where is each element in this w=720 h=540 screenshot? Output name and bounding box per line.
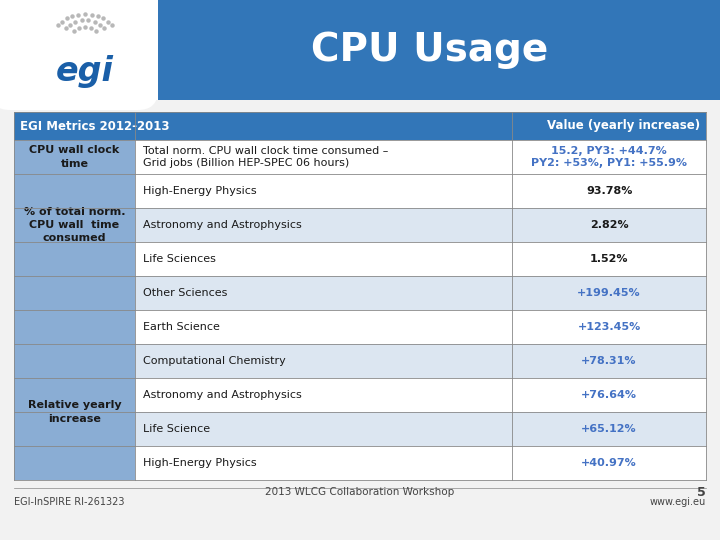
Bar: [14, 446, 706, 480]
Bar: [14, 378, 706, 412]
Bar: [14, 174, 135, 276]
Text: Value (yearly increase): Value (yearly increase): [547, 119, 700, 132]
Text: +78.31%: +78.31%: [581, 356, 637, 366]
Text: +199.45%: +199.45%: [577, 288, 641, 298]
Text: High-Energy Physics: High-Energy Physics: [143, 186, 257, 196]
Bar: [14, 242, 706, 276]
Text: 5: 5: [697, 485, 706, 498]
Text: +123.45%: +123.45%: [577, 322, 641, 332]
Text: 2013 WLCG Collaboration Workshop: 2013 WLCG Collaboration Workshop: [266, 487, 454, 497]
Text: www.egi.eu: www.egi.eu: [649, 497, 706, 507]
Text: Computational Chemistry: Computational Chemistry: [143, 356, 286, 366]
Text: % of total norm.
CPU wall  time
consumed: % of total norm. CPU wall time consumed: [24, 207, 125, 243]
Bar: [0, 0, 720, 100]
FancyBboxPatch shape: [0, 0, 158, 110]
Bar: [14, 140, 706, 174]
Bar: [14, 344, 706, 378]
Bar: [14, 112, 706, 140]
Text: Astronomy and Astrophysics: Astronomy and Astrophysics: [143, 390, 302, 400]
Text: 2.82%: 2.82%: [590, 220, 629, 230]
Text: +40.97%: +40.97%: [581, 458, 637, 468]
Text: +65.12%: +65.12%: [581, 424, 637, 434]
Bar: [14, 276, 706, 310]
Text: CPU Usage: CPU Usage: [311, 31, 549, 69]
Bar: [14, 344, 135, 480]
Text: Astronomy and Astrophysics: Astronomy and Astrophysics: [143, 220, 302, 230]
Text: Relative yearly
increase: Relative yearly increase: [28, 400, 122, 423]
Text: 15.2, PY3: +44.7%
PY2: +53%, PY1: +55.9%: 15.2, PY3: +44.7% PY2: +53%, PY1: +55.9%: [531, 146, 687, 168]
Text: egi: egi: [56, 56, 114, 89]
Bar: [14, 412, 706, 446]
Bar: [14, 310, 706, 344]
Text: High-Energy Physics: High-Energy Physics: [143, 458, 257, 468]
Bar: [0, 0, 158, 100]
Text: 93.78%: 93.78%: [586, 186, 632, 196]
Bar: [14, 276, 135, 344]
Text: EGI-InSPIRE RI-261323: EGI-InSPIRE RI-261323: [14, 497, 125, 507]
Bar: [14, 140, 135, 174]
Text: Life Sciences: Life Sciences: [143, 254, 216, 264]
Bar: [14, 208, 706, 242]
Text: CPU wall clock
time: CPU wall clock time: [30, 145, 120, 168]
Text: Other Sciences: Other Sciences: [143, 288, 228, 298]
Text: +76.64%: +76.64%: [581, 390, 637, 400]
Text: 1.52%: 1.52%: [590, 254, 629, 264]
Bar: [14, 174, 706, 208]
Text: EGI Metrics 2012-2013: EGI Metrics 2012-2013: [20, 119, 169, 132]
Text: Total norm. CPU wall clock time consumed –
Grid jobs (Billion HEP-SPEC 06 hours): Total norm. CPU wall clock time consumed…: [143, 146, 389, 168]
Text: Life Science: Life Science: [143, 424, 210, 434]
Text: Earth Science: Earth Science: [143, 322, 220, 332]
